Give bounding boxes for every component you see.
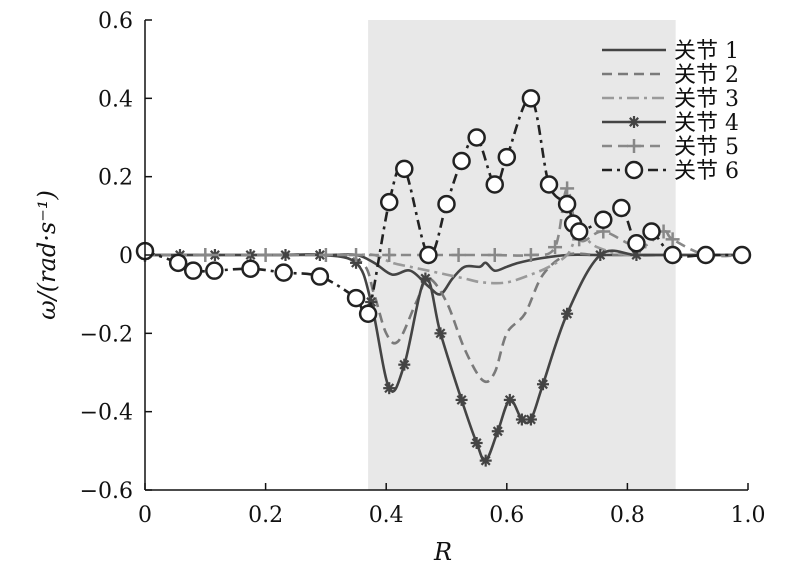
series-6-point xyxy=(539,175,559,194)
legend-label: 关节 3 xyxy=(674,87,739,112)
series-6-point xyxy=(663,245,682,265)
series-6-point xyxy=(274,263,293,282)
series-4-point xyxy=(479,454,492,467)
series-6-point xyxy=(594,210,613,229)
y-tick-label: 0.2 xyxy=(98,166,133,191)
series-5-point xyxy=(560,181,575,196)
series-6-point xyxy=(241,259,260,278)
series-5-point xyxy=(548,240,563,255)
series-4-point xyxy=(419,272,432,285)
y-tick-label: 0 xyxy=(119,244,133,269)
x-axis-title: R xyxy=(433,538,452,566)
series-6-point xyxy=(627,234,646,253)
y-tick-label: 0.4 xyxy=(98,87,133,112)
series-6-point xyxy=(696,245,716,265)
x-tick-label: 1.0 xyxy=(731,503,766,528)
series-5-point xyxy=(349,248,364,262)
legend-item-6: 关节 6 xyxy=(602,159,739,184)
series-5-point xyxy=(258,248,273,262)
series-2 xyxy=(145,252,748,384)
legend-label: 关节 2 xyxy=(674,63,739,88)
series-5-point xyxy=(198,248,213,262)
series-6-point xyxy=(395,159,414,179)
series-6-point xyxy=(183,261,203,280)
series-6-point xyxy=(612,198,631,218)
series-6-point xyxy=(205,261,224,280)
y-tick-label: −0.2 xyxy=(80,322,133,347)
y-tick-label: −0.6 xyxy=(80,479,133,504)
series-6-point xyxy=(310,267,330,286)
axes xyxy=(144,19,749,491)
series-6-point xyxy=(437,194,456,214)
legend-item-2: 关节 2 xyxy=(602,63,739,88)
series-4-point xyxy=(491,425,504,438)
legend-label: 关节 6 xyxy=(674,159,739,184)
series-4-point xyxy=(594,249,607,261)
series-6-point xyxy=(485,175,504,194)
series-6-point xyxy=(379,192,399,212)
legend-label: 关节 1 xyxy=(674,39,739,64)
series-5-point xyxy=(523,248,538,262)
y-tick-label: 0.6 xyxy=(98,9,133,34)
x-tick-label: 0.2 xyxy=(248,503,283,528)
series-4-point xyxy=(536,378,549,391)
series-6 xyxy=(135,89,752,323)
series-4-point xyxy=(383,382,396,395)
series-4-point xyxy=(524,413,537,426)
series-6-point xyxy=(497,147,517,167)
y-tick-label: −0.4 xyxy=(80,401,133,426)
series-6-point xyxy=(168,253,188,273)
x-tick-label: 0.6 xyxy=(489,503,524,528)
series-4-point xyxy=(561,307,574,320)
x-tick-label: 0.4 xyxy=(369,503,404,528)
series-4-point xyxy=(434,327,447,340)
y-axis-title: ω/(rad·s⁻¹) xyxy=(33,190,61,320)
series-6-point xyxy=(642,222,661,241)
legend-marker xyxy=(628,116,640,128)
series-6-point xyxy=(521,89,541,108)
legend-label: 关节 4 xyxy=(674,111,739,136)
x-tick-label: 0 xyxy=(138,503,152,528)
series-5-point xyxy=(318,248,333,262)
legend-item-1: 关节 1 xyxy=(602,39,739,64)
series-6-point xyxy=(569,222,589,241)
series-6-point xyxy=(358,304,378,323)
series-5-point xyxy=(665,232,680,247)
legend-item-3: 关节 3 xyxy=(602,87,739,112)
series-6-point xyxy=(452,151,471,171)
series-4-point xyxy=(455,393,468,406)
series-6-point xyxy=(732,245,752,265)
series-6-point xyxy=(419,245,438,265)
series-4-point xyxy=(503,393,516,406)
series-4-point xyxy=(398,358,411,371)
legend-marker xyxy=(624,160,644,180)
series-2-line xyxy=(145,252,748,384)
legend-item-5: 关节 5 xyxy=(602,135,739,160)
legend-label: 关节 5 xyxy=(674,135,739,160)
legend: 关节 1关节 2关节 3关节 4关节 5关节 6 xyxy=(602,39,739,184)
series-5-point xyxy=(451,248,466,262)
series-6-point xyxy=(346,288,366,308)
series-5-point xyxy=(382,248,397,262)
legend-item-4: 关节 4 xyxy=(602,111,739,136)
tick-labels: 0 0.2 0.4 0.6 0.8 1.0 0.6 0.4 0.2 0 −0.2 −0.4 −0.6 xyxy=(80,9,766,528)
series-6-point xyxy=(467,128,486,147)
series-layer xyxy=(135,89,752,467)
series-5-point xyxy=(487,248,502,262)
series-4-point xyxy=(470,437,483,449)
legend-marker xyxy=(627,139,641,153)
series-6-point xyxy=(557,194,577,214)
x-tick-label: 0.8 xyxy=(610,503,645,528)
